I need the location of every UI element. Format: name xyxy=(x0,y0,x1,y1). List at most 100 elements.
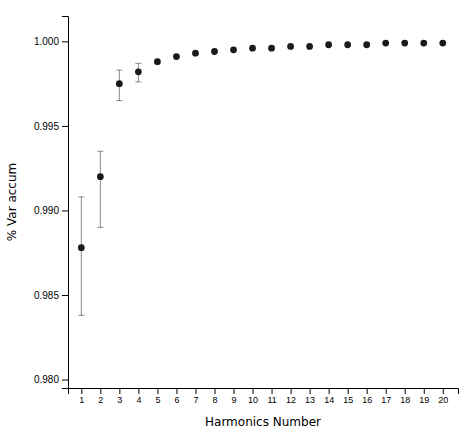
tick-label: 0.985 xyxy=(34,290,59,301)
tick-label: 12 xyxy=(286,395,296,405)
point xyxy=(154,58,161,65)
tick-mark xyxy=(291,388,292,394)
point xyxy=(439,40,446,47)
point xyxy=(135,68,142,75)
tick: 14 xyxy=(324,388,334,405)
tick-mark xyxy=(138,388,139,394)
tick: 1.000 xyxy=(34,36,68,47)
tick-mark xyxy=(405,388,406,394)
tick: 19 xyxy=(419,388,429,405)
error-bar-cap-upper xyxy=(116,70,122,71)
point xyxy=(401,40,408,47)
tick: 0.995 xyxy=(34,121,68,132)
axis-line xyxy=(62,17,69,389)
tick-label: 18 xyxy=(400,395,410,405)
tick: 4 xyxy=(136,388,141,405)
error-bar-line xyxy=(81,197,82,315)
error-bar-cap-upper xyxy=(78,196,84,197)
tick-mark xyxy=(348,388,349,394)
tick: 2 xyxy=(98,388,103,405)
tick: 11 xyxy=(267,388,276,405)
tick-label: 5 xyxy=(155,395,160,405)
tick-mark xyxy=(176,388,177,394)
tick-label: 16 xyxy=(362,395,372,405)
point xyxy=(173,53,180,60)
tick: 7 xyxy=(193,388,198,405)
error-bar-cap-upper xyxy=(97,151,103,152)
point xyxy=(382,40,389,47)
tick-label: 7 xyxy=(193,395,198,405)
tick-label: 3 xyxy=(117,395,122,405)
tick: 0.990 xyxy=(34,205,68,216)
error-bar xyxy=(135,63,141,82)
tick: 13 xyxy=(305,388,315,405)
tick-mark xyxy=(157,388,158,394)
tick-label: 0.980 xyxy=(34,374,59,385)
tick-mark xyxy=(329,388,330,394)
tick: 5 xyxy=(155,388,160,405)
tick-label: 17 xyxy=(381,395,391,405)
y-axis-title: % Var accum xyxy=(5,163,19,241)
error-bar xyxy=(116,70,122,100)
tick-label: 4 xyxy=(136,395,141,405)
tick-label: 11 xyxy=(267,395,276,405)
x-axis-title: Harmonics Number xyxy=(205,415,321,429)
tick-label: 20 xyxy=(438,395,448,405)
tick-mark xyxy=(62,41,68,42)
axis-line xyxy=(69,389,459,395)
tick-label: 14 xyxy=(324,395,334,405)
point xyxy=(325,41,332,48)
tick-mark xyxy=(100,388,101,394)
tick-mark xyxy=(214,388,215,394)
chart: 12345678910111213141516171819200.9800.98… xyxy=(0,0,474,436)
error-bar-cap-lower xyxy=(116,100,122,101)
tick: 8 xyxy=(212,388,217,405)
tick: 10 xyxy=(248,388,258,405)
tick-mark xyxy=(119,388,120,394)
tick-label: 10 xyxy=(248,395,258,405)
tick-label: 1 xyxy=(79,395,84,405)
tick: 17 xyxy=(381,388,391,405)
tick-label: 0.995 xyxy=(34,121,59,132)
tick-mark xyxy=(386,388,387,394)
tick: 12 xyxy=(286,388,296,405)
point xyxy=(97,173,104,180)
tick-mark xyxy=(367,388,368,394)
plot: 12345678910111213141516171819200.9800.98… xyxy=(34,17,459,406)
point xyxy=(420,40,427,47)
tick-mark xyxy=(272,388,273,394)
tick-label: 13 xyxy=(305,395,315,405)
tick-mark xyxy=(62,295,68,296)
tick: 20 xyxy=(438,388,448,405)
tick-mark xyxy=(62,126,68,127)
tick-mark xyxy=(62,210,68,211)
point xyxy=(344,41,351,48)
tick-label: 6 xyxy=(174,395,179,405)
tick: 1 xyxy=(79,388,84,405)
point xyxy=(249,45,256,52)
point xyxy=(363,41,370,48)
tick-label: 8 xyxy=(212,395,217,405)
tick-mark xyxy=(234,388,235,394)
tick: 3 xyxy=(117,388,122,405)
tick: 16 xyxy=(362,388,372,405)
tick: 18 xyxy=(400,388,410,405)
point xyxy=(268,45,275,52)
error-bar-cap-lower xyxy=(97,227,103,228)
tick: 15 xyxy=(343,388,353,405)
tick-label: 0.990 xyxy=(34,205,59,216)
point xyxy=(230,46,237,53)
tick-mark xyxy=(62,380,68,381)
point xyxy=(116,80,123,87)
tick: 0.980 xyxy=(34,374,68,385)
tick: 0.985 xyxy=(34,290,68,301)
tick-mark xyxy=(195,388,196,394)
error-bar-line xyxy=(100,151,101,227)
tick: 9 xyxy=(232,388,237,405)
tick-mark xyxy=(424,388,425,394)
error-bar xyxy=(97,151,103,227)
error-bar-cap-upper xyxy=(135,63,141,64)
tick-label: 2 xyxy=(98,395,103,405)
tick-label: 15 xyxy=(343,395,353,405)
error-bar-cap-lower xyxy=(135,81,141,82)
